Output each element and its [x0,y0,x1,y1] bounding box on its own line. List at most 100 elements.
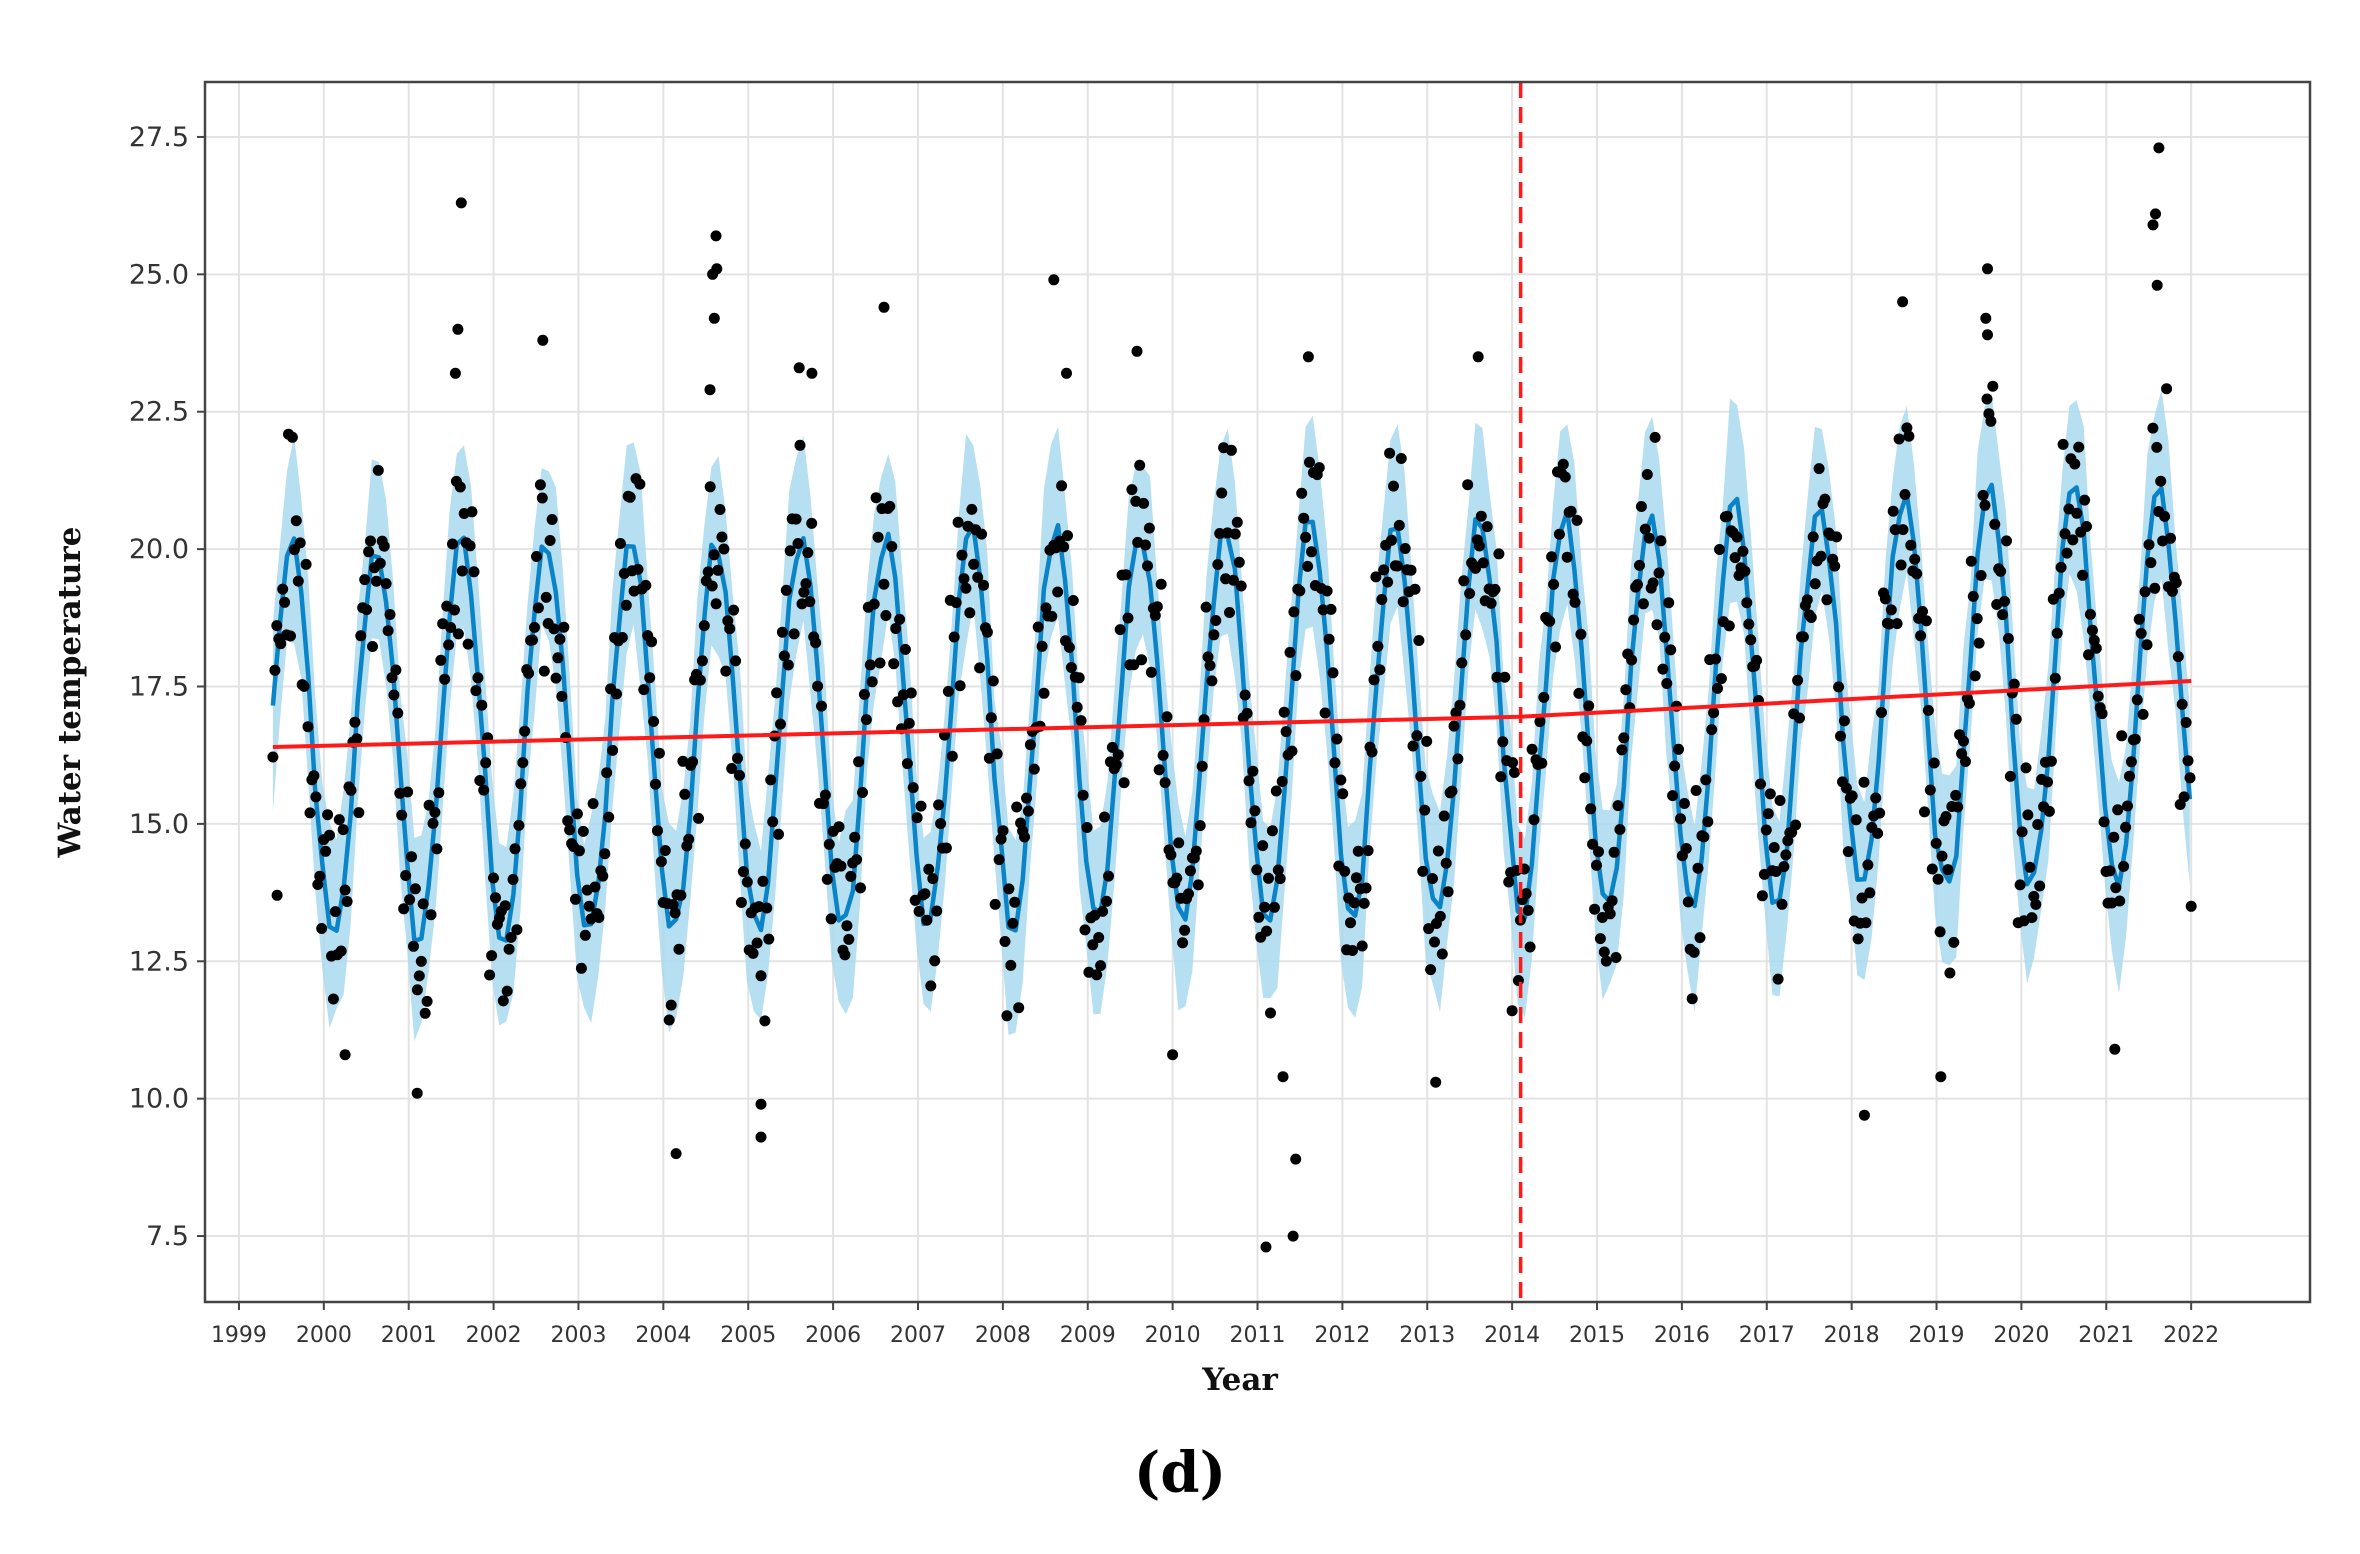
observed-point [1661,678,1673,689]
observed-point [1245,817,1257,829]
observed-point [380,578,392,590]
observed-point [817,798,829,810]
observed-point [1411,730,1423,742]
observed-point [1337,788,1349,800]
observed-point [1721,510,1733,522]
observed-point [1393,519,1405,531]
observed-point [2141,639,2153,651]
observed-point [1366,746,1378,758]
observed-point [1920,615,1932,627]
observed-points [267,142,2197,1253]
observed-point [1698,831,1710,843]
observed-point [1743,618,1755,630]
observed-point [972,571,984,583]
observed-point [1895,559,1907,571]
observed-point [577,825,589,837]
observed-point [653,747,665,759]
observed-point [1958,735,1969,747]
observed-point [2020,762,2032,774]
observed-point [1673,743,1684,755]
x-tick-label: 2006 [805,1323,861,1348]
observed-point [1192,879,1204,891]
observed-point [300,558,312,570]
observed-point [544,535,556,546]
observed-point [2122,800,2133,812]
observed-point [853,756,865,768]
observed-point [341,896,353,907]
observed-point [1149,610,1161,621]
observed-point [735,897,747,908]
observed-point [1980,312,1992,324]
observed-point [1620,684,1632,696]
observed-point [1883,618,1895,630]
observed-point [1987,380,1999,392]
observed-point [1452,753,1464,765]
observed-point [1493,548,1505,560]
observed-point [396,809,408,821]
observed-point [886,541,898,552]
observed-point [1915,630,1927,642]
observed-point [359,574,371,586]
observed-point [1270,785,1282,797]
observed-point [2055,561,2067,573]
observed-point [1288,606,1300,618]
observed-point [2049,672,2061,684]
observed-point [1360,882,1372,894]
observed-point [1999,595,2010,607]
observed-point [1063,641,1075,653]
observed-point [1922,704,1934,716]
observed-point [665,999,677,1011]
observed-point [2114,895,2126,907]
observed-point [1335,774,1347,786]
observed-point [2109,1043,2121,1055]
observed-point [997,825,1009,837]
observed-point [271,889,283,901]
gridlines [205,82,2310,1302]
observed-point [981,626,993,638]
observed-point [320,845,332,857]
observed-point [1251,864,1263,876]
observed-point [1159,777,1171,789]
observed-point [499,900,511,912]
observed-point [948,631,960,643]
observed-point [345,784,357,796]
observed-point [1317,604,1329,616]
observed-point [1975,570,1987,581]
observed-point [1458,575,1470,587]
observed-point [851,854,863,866]
observed-point [474,775,486,786]
observed-point [536,492,548,504]
observed-point [985,712,997,724]
observed-point [505,931,517,943]
observed-point [452,323,464,335]
observed-point [790,513,802,525]
observed-point [1821,594,1833,606]
observed-point [1503,876,1515,888]
observed-point [537,334,549,346]
observed-point [757,875,769,887]
x-tick-label: 2014 [1484,1323,1540,1348]
observed-point [2057,438,2069,450]
observed-point [419,1007,431,1019]
observed-point [878,578,890,590]
observed-point [1287,1230,1299,1242]
observed-point [552,652,564,664]
observed-point [1952,801,1964,813]
observed-point [1583,700,1595,712]
observed-point [2042,776,2053,788]
observed-point [1062,530,1073,542]
observed-point [1001,1010,1013,1022]
observed-point [1522,904,1534,916]
observed-point [776,626,788,638]
observed-point [1210,615,1222,626]
observed-point [1741,597,1753,609]
observed-point [603,811,615,823]
observed-point [1649,431,1661,443]
observed-point [1429,936,1440,948]
observed-point [429,806,441,818]
observed-point [455,197,467,209]
observed-point [1225,444,1237,456]
observed-point [1585,803,1597,815]
observed-point [1011,801,1023,813]
